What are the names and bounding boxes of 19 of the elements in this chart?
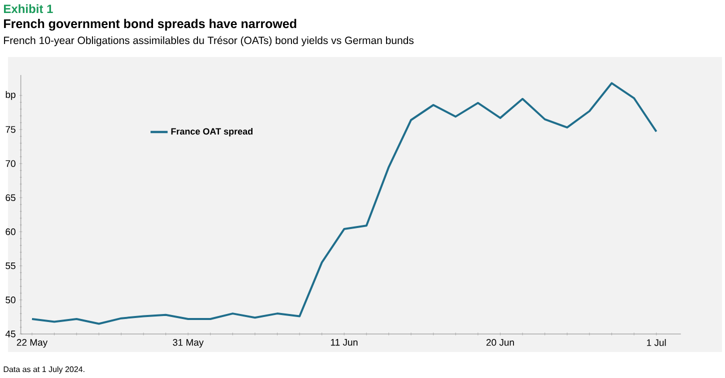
y-tick-label: bp <box>6 91 16 100</box>
y-tick-label: 75 <box>6 126 16 133</box>
x-tick-label: 31 May <box>172 339 204 348</box>
y-tick-label: 45 <box>5 330 16 338</box>
text: Exhibit 1 <box>4 4 53 14</box>
y-tick-label: 60 <box>6 228 16 236</box>
legend-label: France OAT spread <box>171 128 252 136</box>
y-tick-label: 65 <box>6 194 16 202</box>
text: Data as at 1 July 2024. <box>4 366 84 374</box>
x-tick-label: 20 Jun <box>486 339 514 346</box>
y-tick-label: 55 <box>6 262 16 270</box>
x-tick-label: 1 Jul <box>647 339 666 346</box>
chart-title: French government bond spreads have narrowed <box>4 18 296 31</box>
x-tick-label: 22 May <box>16 339 48 348</box>
y-tick-label: 50 <box>6 296 16 304</box>
x-tick-label: 11 Jun <box>330 339 358 346</box>
line-series <box>31 82 658 325</box>
y-tick-label: 70 <box>6 160 16 167</box>
chart-subtitle: French 10-year Obligations assimilables du Trésor (OATs) bond yields vs German bunds <box>4 36 414 46</box>
